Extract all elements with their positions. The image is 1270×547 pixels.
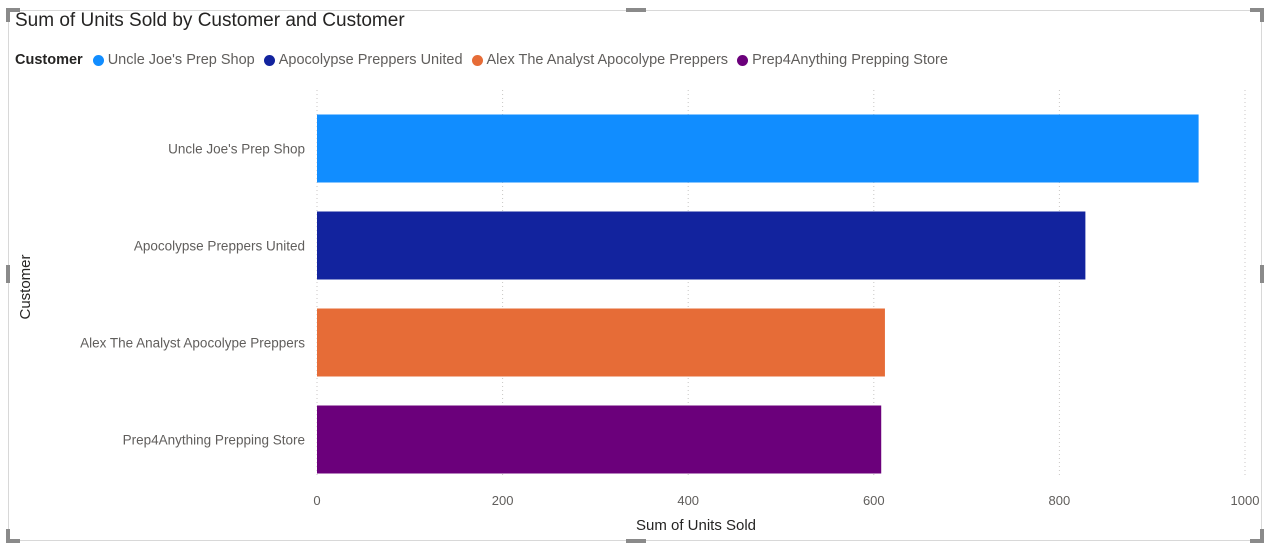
legend-title: Customer bbox=[15, 52, 83, 68]
legend-dot-icon bbox=[263, 54, 275, 66]
y-category-label: Prep4Anything Prepping Store bbox=[123, 433, 305, 448]
x-tick-label: 200 bbox=[492, 493, 514, 508]
bar[interactable] bbox=[317, 308, 885, 377]
resize-handle-top-right[interactable] bbox=[1250, 8, 1264, 12]
legend-item[interactable]: Alex The Analyst Apocolype Preppers bbox=[471, 52, 729, 68]
resize-handle-top-left-v[interactable] bbox=[6, 8, 10, 22]
bar[interactable] bbox=[317, 211, 1086, 280]
x-tick-label: 800 bbox=[1049, 493, 1071, 508]
chart-title: Sum of Units Sold by Customer and Custom… bbox=[15, 10, 405, 31]
resize-handle-top-right-v[interactable] bbox=[1260, 8, 1264, 22]
legend-dot-icon bbox=[92, 54, 104, 66]
x-tick-label: 400 bbox=[677, 493, 699, 508]
legend-label: Alex The Analyst Apocolype Preppers bbox=[486, 52, 729, 68]
y-axis-title: Customer bbox=[17, 254, 34, 319]
legend: Customer Uncle Joe's Prep Shop Apocolyps… bbox=[15, 50, 957, 70]
y-category-label: Apocolypse Preppers United bbox=[134, 239, 305, 254]
resize-handle-bottom-left-v[interactable] bbox=[6, 529, 10, 543]
legend-label: Prep4Anything Prepping Store bbox=[752, 52, 948, 68]
resize-handle-bottom[interactable] bbox=[626, 539, 646, 543]
legend-label: Apocolypse Preppers United bbox=[278, 52, 463, 68]
resize-handle-top[interactable] bbox=[626, 8, 646, 12]
legend-dot-icon bbox=[737, 54, 749, 66]
legend-item[interactable]: Apocolypse Preppers United bbox=[263, 52, 463, 68]
resize-handle-bottom-left[interactable] bbox=[6, 539, 20, 543]
bar[interactable] bbox=[317, 114, 1199, 183]
y-category-label: Alex The Analyst Apocolype Preppers bbox=[80, 336, 305, 351]
resize-handle-bottom-right-v[interactable] bbox=[1260, 529, 1264, 543]
legend-dot-icon bbox=[471, 54, 483, 66]
x-tick-label: 0 bbox=[313, 493, 320, 508]
legend-item[interactable]: Prep4Anything Prepping Store bbox=[737, 52, 948, 68]
resize-handle-bottom-right[interactable] bbox=[1250, 539, 1264, 543]
x-tick-label: 600 bbox=[863, 493, 885, 508]
resize-handle-top-left[interactable] bbox=[6, 8, 20, 12]
legend-item[interactable]: Uncle Joe's Prep Shop bbox=[92, 52, 255, 68]
y-category-label: Uncle Joe's Prep Shop bbox=[168, 142, 305, 157]
x-axis-title: Sum of Units Sold bbox=[636, 517, 756, 534]
resize-handle-left[interactable] bbox=[6, 265, 10, 283]
legend-label: Uncle Joe's Prep Shop bbox=[107, 52, 255, 68]
x-tick-label: 1000 bbox=[1231, 493, 1260, 508]
resize-handle-right[interactable] bbox=[1260, 265, 1264, 283]
bar[interactable] bbox=[317, 405, 882, 474]
